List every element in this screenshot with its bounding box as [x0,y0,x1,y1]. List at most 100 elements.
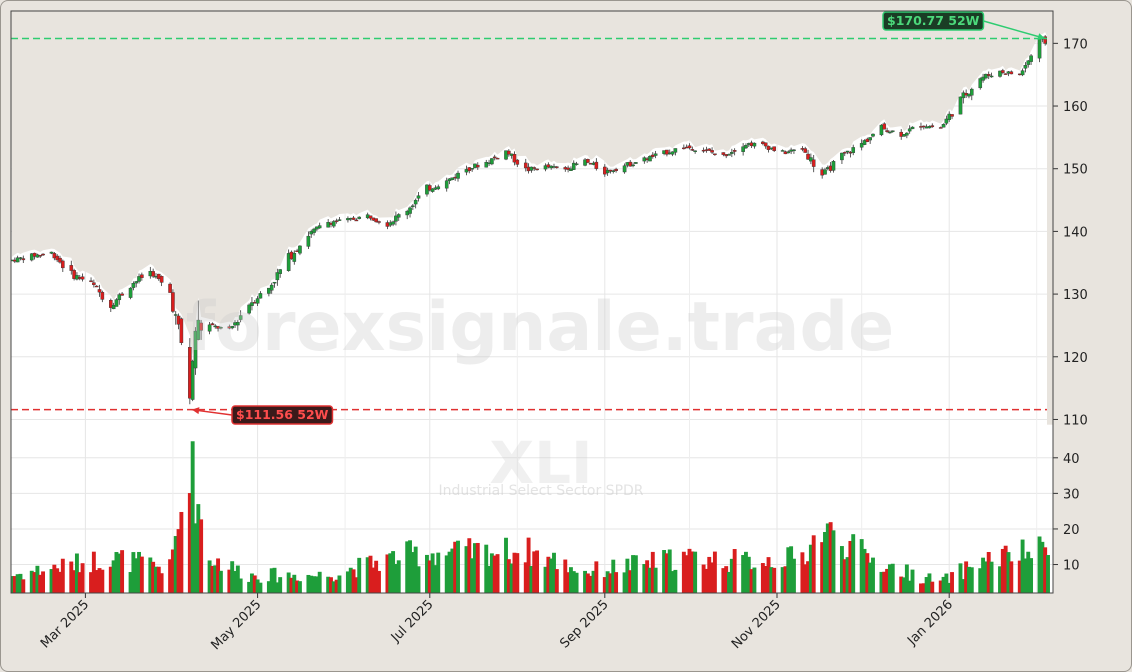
volume-bar [608,573,613,593]
volume-tick-label: 30 [1063,487,1080,502]
volume-bar [938,580,943,593]
candle-body [1037,38,1042,59]
volume-bar [351,569,356,593]
candle-body [1043,36,1047,44]
candle-body [772,146,776,151]
volume-bar [766,557,771,593]
candle-body [351,217,356,220]
volume-bar [859,539,864,593]
candle-body [413,199,418,205]
volume-bar [21,579,26,593]
volume-bar [543,566,548,593]
candle-body [665,149,669,155]
candle-body [727,154,731,156]
candle-body [292,253,297,262]
candle-body [868,137,872,141]
volume-bar [72,570,77,593]
time-tick-label: Nov 2025 [729,597,784,652]
candle-body [535,168,539,171]
volume-bar [111,560,116,593]
candle-body [278,269,282,274]
volume-bar [69,561,74,593]
candle-body [168,283,172,293]
volume-bar [890,563,895,593]
candle-body [888,131,892,134]
volume-bar [887,564,892,593]
volume-bar [978,568,983,593]
volume-bar [295,580,300,593]
candle-body [961,92,966,99]
volume-bar [515,553,520,593]
candle-body [61,260,65,269]
volume-bar [772,567,777,593]
candle-body [885,130,889,132]
volume-bar [139,556,144,593]
candle-body [69,265,74,271]
volume-bar [156,566,161,593]
volume-bar [396,560,401,593]
candle-body [21,258,26,261]
candle-body [786,151,791,154]
volume-bar [1020,539,1025,593]
volume-bar [879,571,884,593]
volume-bar [199,519,204,593]
volume-bar [568,567,573,593]
volume-bar [266,581,271,593]
price-tick-label: 130 [1063,288,1088,303]
candle-body [907,128,912,132]
candle-body [430,188,435,192]
candle-body [140,274,144,278]
volume-bar [413,546,418,593]
volume-bar [749,569,754,593]
volume-bar [845,557,850,593]
candle-body [238,315,243,320]
candle-body [941,124,946,128]
candle-body [504,150,508,160]
volume-bar [786,547,791,593]
volume-bar [724,566,729,593]
candle-body [247,304,251,314]
volume-bar [964,561,969,593]
volume-bar [899,576,904,593]
volume-bar [831,530,836,593]
candles [11,35,1050,405]
volume-bar [309,575,314,593]
volume-bar [210,565,215,593]
volume-bar [80,563,85,593]
volume-bar [484,544,489,593]
candle-body [317,225,322,229]
volume-bar [334,579,339,593]
candle-body [845,150,850,153]
volume-bar [712,551,717,593]
volume-bar [12,576,17,593]
volume-bar [89,572,93,593]
volume-bar [851,534,856,593]
price-tick-label: 160 [1063,100,1088,115]
ticker-watermark: XLI [489,429,592,497]
candle-body [117,294,122,301]
volume-bar [467,538,472,593]
volume-bar [1026,551,1031,593]
volume-bar [662,550,667,593]
candle-body [52,253,57,259]
volume-bar [238,578,243,593]
volume-bar [473,543,477,593]
volume-bar [509,563,514,593]
volume-bar [526,537,531,593]
candle-body [490,158,494,165]
price-axis: 110 120 130 140 150 160 170 [1053,37,1088,428]
volume-bar [345,571,350,593]
candle-body [1029,55,1033,62]
candle-body [151,271,155,277]
candle-body [693,150,697,152]
candle-body [190,360,195,400]
volume-bar [326,576,331,593]
plot-border [10,10,1054,594]
candle-body [515,159,520,165]
volume-bar [385,554,390,593]
volume-bar [357,557,362,593]
volume-bar [52,564,57,593]
volume-bar [495,554,500,593]
time-axis: Mar 2025 May 2025 Jul 2025 Sep 2025 Nov 2025… [38,593,956,653]
volume-tick-label: 40 [1063,452,1080,467]
